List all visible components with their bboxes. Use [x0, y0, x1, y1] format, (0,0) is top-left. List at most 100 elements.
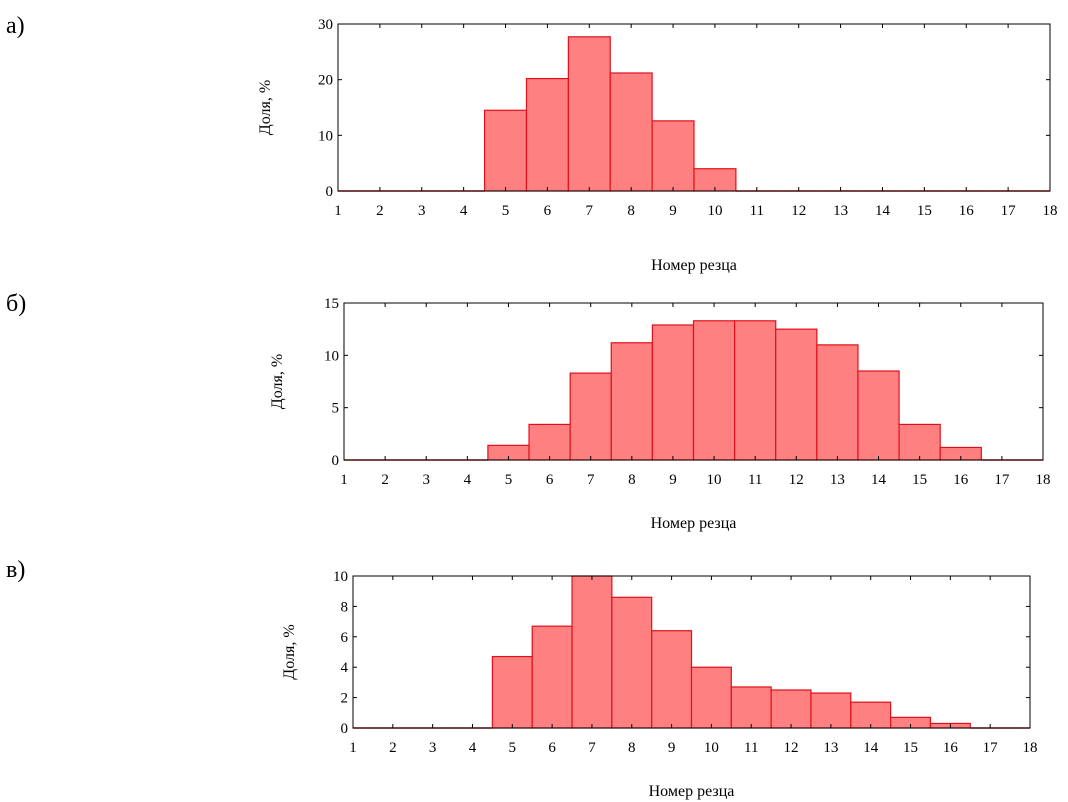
y-axis-label: Доля, % — [281, 624, 298, 679]
x-tick-label: 7 — [587, 472, 595, 488]
x-tick-label: 7 — [586, 203, 594, 219]
bar — [571, 575, 613, 729]
x-tick-label: 18 — [1023, 740, 1038, 756]
bar — [651, 324, 695, 461]
y-tick-label: 4 — [341, 660, 349, 676]
x-tick-label: 6 — [548, 740, 556, 756]
x-tick-label: 12 — [791, 203, 806, 219]
x-tick-label: 9 — [669, 203, 677, 219]
panel-label-b: б) — [6, 291, 27, 317]
panel-label-c: в) — [6, 557, 26, 583]
bar — [651, 630, 693, 729]
y-tick-label: 0 — [332, 453, 340, 469]
x-tick-label: 4 — [464, 472, 472, 488]
x-tick-label: 4 — [460, 203, 468, 219]
x-tick-label: 12 — [789, 472, 804, 488]
bar — [525, 77, 569, 192]
x-axis-label: Номер резца — [651, 257, 737, 274]
x-tick-label: 16 — [959, 203, 975, 219]
y-tick-label: 15 — [324, 296, 339, 312]
y-tick-label: 0 — [326, 184, 334, 200]
x-tick-label: 17 — [1001, 203, 1017, 219]
y-tick-label: 5 — [332, 401, 340, 417]
y-tick-label: 10 — [318, 128, 333, 144]
x-tick-label: 6 — [544, 203, 552, 219]
x-tick-label: 8 — [627, 203, 635, 219]
bar — [651, 120, 695, 192]
bar — [770, 689, 812, 729]
x-tick-label: 13 — [830, 472, 845, 488]
x-tick-label: 6 — [546, 472, 554, 488]
x-tick-label: 10 — [707, 203, 722, 219]
chart-panel-1: 1 2 3 4 5 6 7 8 9 10 11 12 13 14 15 16 17 180102030Номер … — [257, 17, 1058, 274]
x-tick-label: 1 — [349, 740, 357, 756]
x-tick-label: 2 — [381, 472, 389, 488]
x-tick-label: 11 — [750, 203, 764, 219]
x-tick-label: 15 — [917, 203, 932, 219]
x-tick-label: 3 — [422, 472, 430, 488]
y-tick-label: 30 — [318, 17, 333, 33]
x-tick-label: 2 — [389, 740, 397, 756]
x-tick-label: 11 — [744, 740, 758, 756]
x-tick-label: 15 — [903, 740, 918, 756]
bar — [850, 701, 892, 729]
x-tick-label: 5 — [509, 740, 517, 756]
x-tick-label: 5 — [505, 472, 513, 488]
x-axis-label: Номер резца — [649, 783, 735, 800]
bar — [734, 320, 777, 461]
x-tick-label: 14 — [863, 740, 879, 756]
x-tick-label: 5 — [502, 203, 510, 219]
bar — [730, 686, 772, 729]
x-tick-label: 8 — [628, 740, 636, 756]
bar — [775, 328, 818, 461]
x-tick-label: 14 — [875, 203, 891, 219]
y-tick-label: 10 — [324, 348, 339, 364]
x-tick-label: 17 — [983, 740, 999, 756]
x-tick-label: 3 — [418, 203, 426, 219]
bar — [609, 72, 653, 192]
bar — [816, 344, 859, 461]
y-tick-label: 2 — [341, 691, 349, 707]
x-tick-label: 13 — [823, 740, 838, 756]
bar — [692, 320, 736, 461]
bar — [810, 692, 852, 729]
x-tick-label: 18 — [1036, 472, 1051, 488]
x-tick-label: 3 — [429, 740, 437, 756]
plot-frame — [337, 23, 1051, 192]
x-tick-label: 11 — [748, 472, 762, 488]
y-tick-label: 10 — [333, 569, 348, 585]
x-tick-label: 2 — [376, 203, 384, 219]
x-tick-label: 16 — [943, 740, 959, 756]
x-tick-label: 1 — [334, 203, 342, 219]
x-tick-label: 10 — [707, 472, 722, 488]
x-tick-label: 1 — [340, 472, 348, 488]
bar — [611, 596, 653, 729]
plot-frame — [352, 575, 1031, 729]
x-tick-label: 17 — [994, 472, 1010, 488]
y-tick-label: 6 — [341, 630, 349, 646]
bar — [531, 625, 573, 729]
x-tick-label: 8 — [628, 472, 636, 488]
chart-panel-3: 1 2 3 4 5 6 7 8 9 10 11 12 13 14 15 16 17 180246810Номер … — [281, 569, 1038, 800]
y-axis-label: Доля, % — [269, 354, 286, 409]
y-tick-label: 0 — [341, 721, 349, 737]
x-axis-label: Номер резца — [651, 515, 737, 532]
x-tick-label: 18 — [1043, 203, 1058, 219]
bar — [528, 423, 571, 461]
bar — [690, 666, 732, 729]
plot-frame — [343, 302, 1044, 461]
x-tick-label: 9 — [669, 472, 677, 488]
x-tick-label: 15 — [912, 472, 927, 488]
bar — [483, 109, 528, 192]
bar — [610, 342, 653, 461]
x-tick-label: 14 — [871, 472, 887, 488]
x-tick-label: 13 — [833, 203, 848, 219]
x-tick-label: 16 — [953, 472, 969, 488]
x-tick-label: 10 — [704, 740, 719, 756]
x-tick-label: 7 — [588, 740, 596, 756]
y-axis-label: Доля, % — [257, 80, 274, 135]
bar — [898, 423, 941, 461]
bar — [491, 655, 533, 729]
